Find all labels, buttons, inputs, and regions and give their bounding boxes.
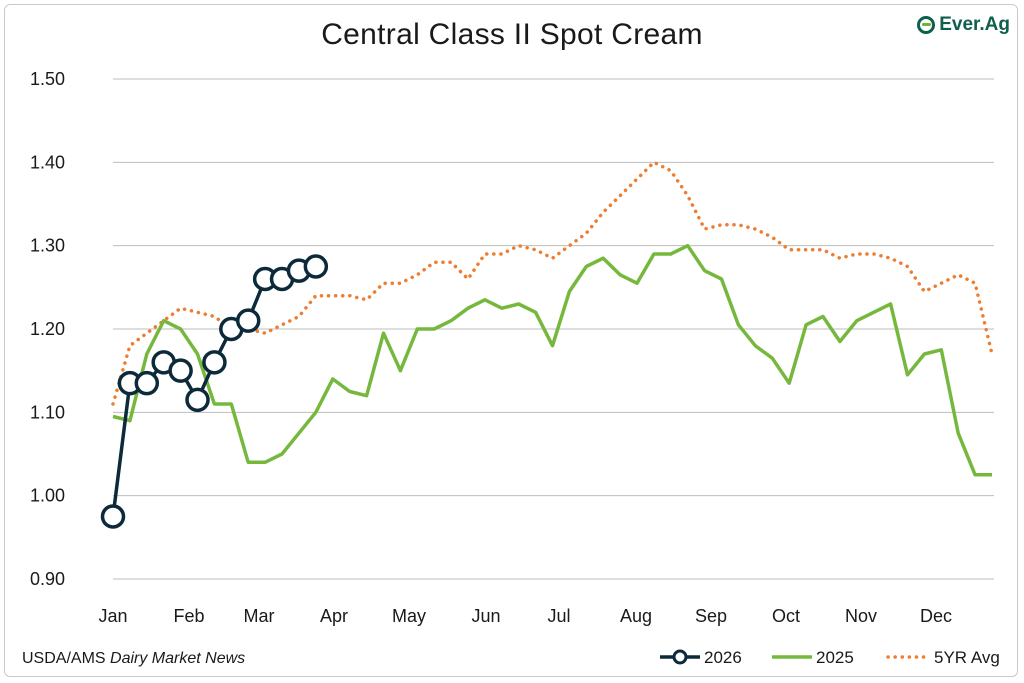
- x-tick-label: Nov: [845, 606, 877, 626]
- source-note: USDA/AMS Dairy Market News: [22, 650, 245, 668]
- x-tick-label: Sep: [695, 606, 727, 626]
- x-tick-label: Oct: [772, 606, 800, 626]
- x-tick-label: Feb: [173, 606, 204, 626]
- x-tick-label: May: [392, 606, 426, 626]
- y-tick-label: 0.90: [30, 569, 65, 589]
- x-tick-label: Aug: [620, 606, 652, 626]
- x-tick-label: Mar: [244, 606, 275, 626]
- series-line-5yr-avg: [111, 160, 994, 406]
- y-tick-label: 1.10: [30, 402, 65, 422]
- chart-title: Central Class II Spot Cream: [321, 18, 703, 51]
- series-point-2026: [185, 387, 210, 413]
- source-prefix: USDA/AMS: [22, 650, 111, 667]
- series-point-2026: [134, 370, 160, 396]
- y-tick-label: 1.20: [30, 319, 65, 339]
- series-point-2026: [303, 254, 329, 279]
- x-tick-label: Jan: [98, 606, 127, 626]
- y-tick-label: 1.40: [30, 152, 65, 172]
- logo-text: Ever.Ag: [939, 14, 1010, 35]
- y-tick-label: 1.00: [30, 486, 65, 506]
- legend-label-2026: 2026: [704, 648, 742, 667]
- series-point-2026: [202, 350, 227, 375]
- chart-frame: [4, 4, 1018, 677]
- logo: Ever.Ag: [917, 14, 1010, 36]
- x-tick-label: Jul: [547, 606, 570, 626]
- source-italic: Dairy Market News: [110, 650, 246, 667]
- y-tick-label: 1.50: [30, 69, 65, 89]
- x-tick-label: Apr: [320, 606, 348, 626]
- series-line-2025: [112, 243, 992, 477]
- series-point-2026: [235, 308, 261, 333]
- legend-label-5yr-avg: 5YR Avg: [934, 648, 1000, 667]
- legend-label-2025: 2025: [816, 648, 854, 667]
- legend-marker-2026: [672, 649, 688, 665]
- series-point-2026: [100, 504, 126, 529]
- series-point-2026: [168, 358, 193, 383]
- ever-ag-logo-icon: [917, 16, 936, 34]
- x-tick-label: Dec: [920, 606, 952, 626]
- y-tick-label: 1.30: [30, 236, 65, 256]
- x-tick-label: Jun: [471, 606, 500, 626]
